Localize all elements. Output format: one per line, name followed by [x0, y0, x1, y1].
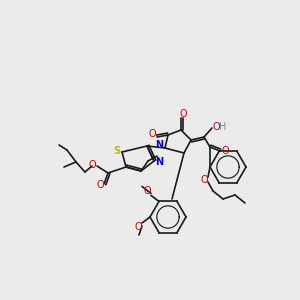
Text: O: O	[200, 175, 208, 185]
Text: N: N	[155, 157, 163, 167]
Text: H: H	[219, 122, 227, 132]
Text: N: N	[155, 140, 163, 150]
Text: O: O	[143, 186, 151, 197]
Text: O: O	[134, 222, 142, 232]
Text: O: O	[221, 146, 229, 156]
Text: O: O	[212, 122, 220, 132]
Text: S: S	[113, 146, 121, 156]
Text: O: O	[179, 109, 187, 119]
Text: O: O	[148, 129, 156, 139]
Text: O: O	[96, 180, 104, 190]
Text: O: O	[88, 160, 96, 170]
